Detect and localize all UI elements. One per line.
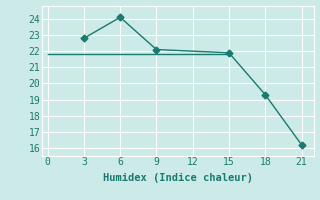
X-axis label: Humidex (Indice chaleur): Humidex (Indice chaleur) (103, 173, 252, 183)
